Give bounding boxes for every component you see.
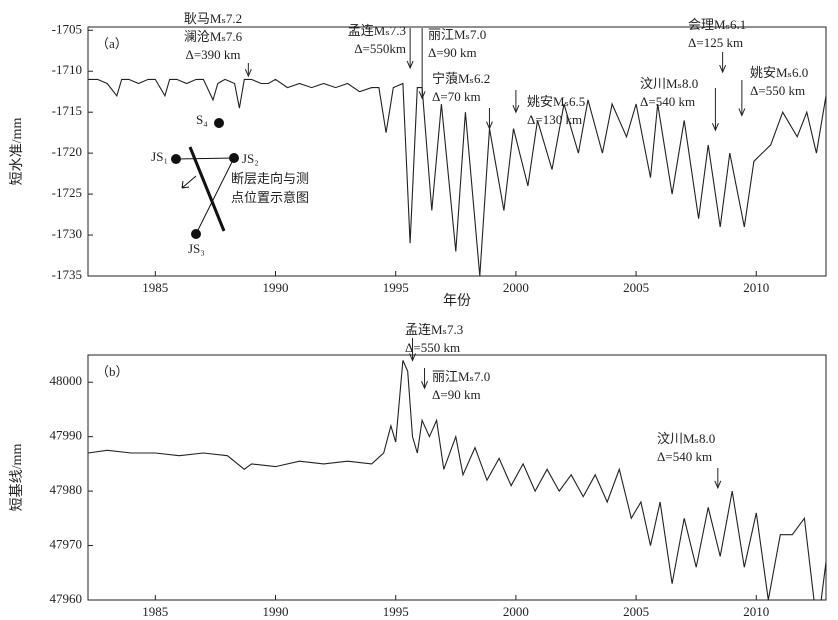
fault-arrow [181,175,197,189]
y-tick-label: 47980 [50,482,83,497]
y-tick-label: -1735 [52,267,82,282]
y-tick-label: 47960 [50,591,83,606]
data-line [88,360,826,600]
x-tick-label: 1990 [263,604,289,619]
annotation-text: Δ=540 km [640,94,695,109]
annotation-text: 姚安Mₛ6.0 [750,65,808,80]
arrow-head [714,480,722,490]
arrow-head [418,91,426,100]
x-tick-label: 2010 [743,280,769,295]
annotation-text: 宁蒗Mₛ6.2 [432,71,490,86]
annotation-text: Δ=390 km [185,47,240,62]
annotation-text: Δ=90 km [432,387,481,402]
arrow-head [244,68,252,78]
arrow-head [512,104,520,114]
y-tick-label: -1705 [52,21,82,36]
annotation-text: 丽江Mₛ7.0 [428,27,486,42]
arrow-head [485,121,493,130]
x-tick-label: 1985 [142,280,168,295]
annotation-text: 孟连Mₛ7.3 [348,23,406,38]
annotation-text: 姚安Mₛ6.5 [527,94,585,109]
arrow-head [738,108,746,117]
y-tick-label: -1720 [52,144,82,159]
arrow-head [409,353,416,362]
arrow-head [406,60,414,70]
annotation-text: Δ=550 km [405,340,460,355]
annotation-text: Δ=550km [354,41,406,56]
arrow-head [711,123,719,132]
inset-diagram [171,118,239,239]
y-tick-label: 48000 [50,373,83,388]
station-label: S₄ [196,112,208,127]
x-tick-label: 2005 [623,604,649,619]
annotation-text: Δ=70 km [432,89,481,104]
annotation-text: 孟连Mₛ7.3 [405,322,463,337]
station-dot [171,154,181,164]
x-tick-label: 1995 [383,604,409,619]
y-tick-label: -1715 [52,103,82,118]
annotation-text: Δ=125 km [688,35,743,50]
x-axis-label: 年份 [443,293,471,309]
y-tick-label: 47990 [50,428,83,443]
y-axis-label: 短基线/mm [8,444,25,512]
inset-caption: 点位置示意图 [231,190,309,205]
inset-caption: 断层走向与测 [231,171,309,186]
station-dot [214,118,224,128]
fault-line [188,146,226,232]
annotation-text: 会理Mₛ6.1 [688,17,746,32]
y-tick-label: -1710 [52,62,82,77]
arrow-head [421,381,429,390]
annotation-text: Δ=540 km [657,449,712,464]
annotation-text: Δ=130 km [527,112,582,127]
x-tick-label: 2005 [623,280,649,295]
annotation-text: Δ=90 km [428,45,477,60]
x-tick-label: 1995 [383,280,409,295]
x-tick-label: 2000 [503,604,529,619]
data-line [88,78,826,276]
plot-frame [87,354,827,601]
x-tick-label: 1990 [263,280,289,295]
arrow-head [719,64,727,74]
annotation-text: 汶川Mₛ8.0 [657,431,715,446]
annotation-text: 丽江Mₛ7.0 [432,369,490,384]
plot-frame [87,26,827,277]
x-tick-label: 1985 [142,604,168,619]
inset-link [195,157,235,235]
annotation-text: Δ=550 km [750,83,805,98]
station-label: JS₂ [242,151,259,166]
annotation-text: 汶川Mₛ8.0 [640,76,698,91]
y-tick-label: -1730 [52,226,82,241]
inset-link [175,157,235,160]
station-dot [191,229,201,239]
station-label: JS₁ [151,149,168,164]
station-label: JS₃ [188,241,205,256]
x-tick-label: 2000 [503,280,529,295]
panel-label: （b） [96,364,129,379]
y-tick-label: -1725 [52,185,82,200]
x-tick-label: 2010 [743,604,769,619]
panel-label: （a） [96,36,128,51]
y-tick-label: 47970 [50,537,83,552]
annotation-text: 澜沧Mₛ7.6 [184,29,243,44]
station-dot [229,153,239,163]
annotation-text: 耿马Mₛ7.2 [184,11,242,26]
y-axis-label: 短水准/mm [9,118,25,186]
